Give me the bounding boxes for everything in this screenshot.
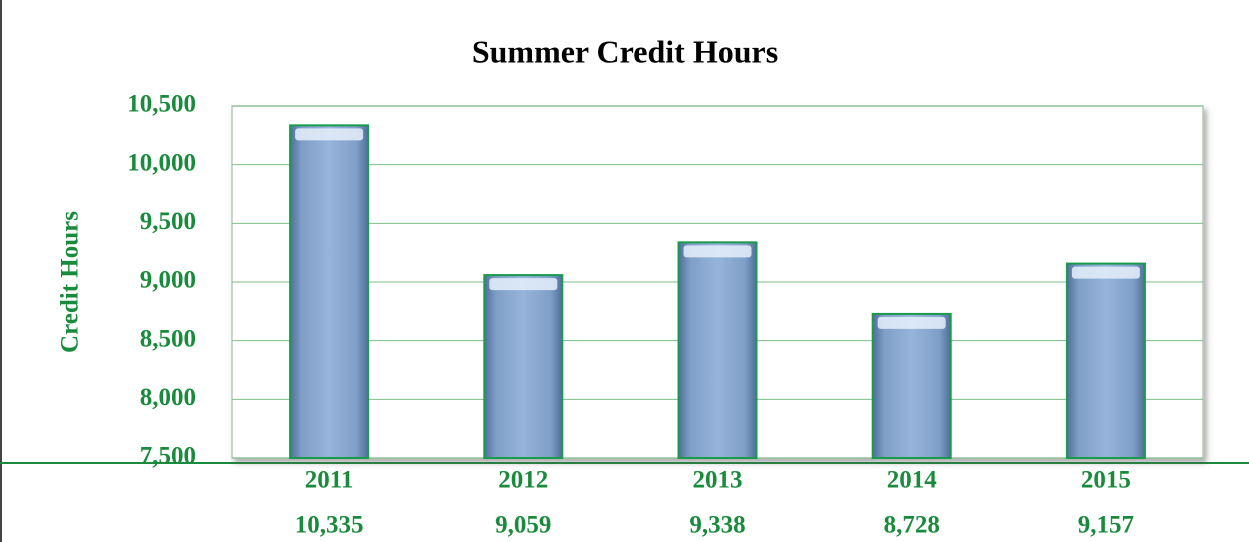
- y-tick-label: 9,500: [140, 208, 196, 235]
- bar-highlight: [489, 278, 558, 291]
- chart-title: Summer Credit Hours: [472, 33, 778, 69]
- y-axis-label: Credit Hours: [57, 211, 84, 353]
- bar-highlight: [1071, 266, 1140, 279]
- value-label: 9,157: [1078, 512, 1134, 539]
- value-label: 10,335: [295, 512, 364, 539]
- y-tick-label: 9,000: [140, 267, 196, 294]
- y-tick-label: 7,500: [140, 443, 196, 470]
- bar-highlight: [295, 128, 364, 141]
- bar: [1065, 262, 1146, 459]
- y-tick-label: 10,000: [127, 149, 196, 176]
- x-tick-label: 2012: [498, 467, 548, 494]
- value-label: 9,338: [689, 512, 745, 539]
- bar: [871, 312, 952, 459]
- x-tick-label: 2014: [887, 467, 938, 494]
- y-tick-label: 8,000: [140, 384, 196, 411]
- bar: [289, 124, 370, 460]
- x-tick-label: 2011: [305, 467, 354, 494]
- value-label: 8,728: [884, 512, 940, 539]
- bar: [483, 274, 564, 459]
- y-tick-label: 8,500: [140, 325, 196, 352]
- bar-highlight: [683, 245, 752, 258]
- x-tick-label: 2015: [1081, 467, 1131, 494]
- x-tick-label: 2013: [693, 467, 743, 494]
- bar-highlight: [877, 316, 946, 329]
- y-tick-label: 10,500: [127, 91, 196, 118]
- value-label: 9,059: [495, 512, 551, 539]
- bar: [677, 241, 758, 459]
